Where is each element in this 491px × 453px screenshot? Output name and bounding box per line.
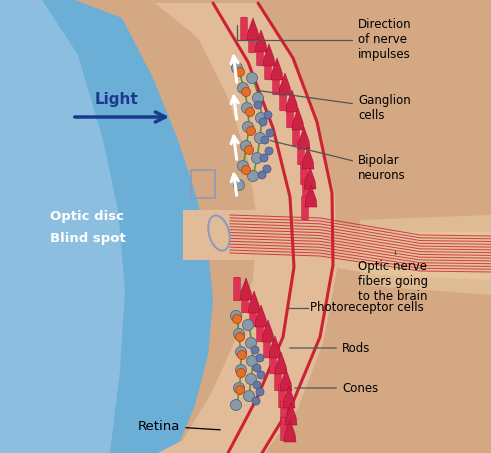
Polygon shape xyxy=(286,90,298,112)
FancyBboxPatch shape xyxy=(293,122,300,146)
Circle shape xyxy=(231,63,243,73)
Circle shape xyxy=(266,129,274,137)
Circle shape xyxy=(246,337,256,348)
FancyBboxPatch shape xyxy=(301,196,308,220)
Text: Direction
of nerve
impulses: Direction of nerve impulses xyxy=(237,18,411,61)
Circle shape xyxy=(243,121,253,132)
FancyBboxPatch shape xyxy=(280,87,286,111)
FancyBboxPatch shape xyxy=(249,29,255,53)
Polygon shape xyxy=(155,3,337,453)
FancyBboxPatch shape xyxy=(273,71,279,95)
Circle shape xyxy=(261,136,269,144)
Circle shape xyxy=(255,112,267,124)
Circle shape xyxy=(244,390,254,401)
FancyBboxPatch shape xyxy=(300,161,307,185)
Circle shape xyxy=(246,72,257,83)
Polygon shape xyxy=(269,336,281,358)
Circle shape xyxy=(242,102,252,114)
Circle shape xyxy=(263,165,271,173)
FancyBboxPatch shape xyxy=(234,277,240,301)
FancyBboxPatch shape xyxy=(257,318,263,342)
Circle shape xyxy=(243,319,253,331)
Circle shape xyxy=(234,328,245,339)
Text: Optic disc: Optic disc xyxy=(50,210,124,223)
Polygon shape xyxy=(280,369,292,391)
Circle shape xyxy=(236,365,246,376)
Polygon shape xyxy=(305,185,317,207)
Polygon shape xyxy=(284,420,296,442)
FancyBboxPatch shape xyxy=(302,179,309,203)
Polygon shape xyxy=(279,73,291,95)
Circle shape xyxy=(246,126,255,135)
Text: Photoreceptor cells: Photoreceptor cells xyxy=(310,302,424,314)
Circle shape xyxy=(241,140,251,151)
Circle shape xyxy=(265,147,273,155)
Circle shape xyxy=(251,153,263,164)
FancyBboxPatch shape xyxy=(270,350,276,374)
Circle shape xyxy=(242,165,250,174)
Text: Light: Light xyxy=(95,92,139,107)
Polygon shape xyxy=(360,215,491,295)
FancyBboxPatch shape xyxy=(241,17,247,41)
FancyBboxPatch shape xyxy=(242,289,248,313)
Circle shape xyxy=(236,333,245,342)
Polygon shape xyxy=(240,278,252,300)
Polygon shape xyxy=(0,0,213,453)
FancyBboxPatch shape xyxy=(281,417,287,441)
Circle shape xyxy=(252,92,264,103)
Circle shape xyxy=(253,381,261,389)
Circle shape xyxy=(230,310,242,322)
Text: Ganglion
cells: Ganglion cells xyxy=(257,91,411,122)
Circle shape xyxy=(253,364,261,372)
Circle shape xyxy=(246,356,257,366)
Polygon shape xyxy=(263,44,275,66)
Text: Optic nerve
fibers going
to the brain: Optic nerve fibers going to the brain xyxy=(358,251,428,303)
Text: Bipolar
neurons: Bipolar neurons xyxy=(271,141,406,182)
Circle shape xyxy=(246,107,254,116)
FancyBboxPatch shape xyxy=(264,334,271,358)
Circle shape xyxy=(257,371,265,379)
Circle shape xyxy=(233,314,242,323)
Circle shape xyxy=(260,154,268,162)
Text: Retina: Retina xyxy=(138,419,220,433)
Circle shape xyxy=(252,397,260,405)
Circle shape xyxy=(238,160,248,172)
Polygon shape xyxy=(262,320,274,342)
FancyBboxPatch shape xyxy=(250,303,256,327)
Polygon shape xyxy=(285,403,297,425)
Circle shape xyxy=(238,82,248,93)
Polygon shape xyxy=(292,108,304,130)
FancyBboxPatch shape xyxy=(287,104,293,128)
Circle shape xyxy=(238,351,246,360)
Polygon shape xyxy=(255,30,267,52)
Circle shape xyxy=(254,132,266,144)
Circle shape xyxy=(256,354,264,362)
FancyBboxPatch shape xyxy=(274,367,281,391)
Circle shape xyxy=(237,368,246,377)
Circle shape xyxy=(258,171,266,179)
Text: Blind spot: Blind spot xyxy=(50,232,126,245)
Polygon shape xyxy=(271,58,283,80)
Circle shape xyxy=(236,347,246,357)
Circle shape xyxy=(264,111,272,119)
Circle shape xyxy=(242,87,250,96)
Circle shape xyxy=(230,400,242,410)
Bar xyxy=(191,170,215,198)
FancyBboxPatch shape xyxy=(298,141,304,165)
FancyBboxPatch shape xyxy=(279,384,285,408)
FancyBboxPatch shape xyxy=(257,42,263,66)
Polygon shape xyxy=(255,305,267,327)
Circle shape xyxy=(256,388,264,396)
Polygon shape xyxy=(248,291,260,313)
Text: Cones: Cones xyxy=(295,381,378,395)
Polygon shape xyxy=(183,210,491,280)
Text: Rods: Rods xyxy=(290,342,370,355)
Circle shape xyxy=(234,179,245,191)
FancyBboxPatch shape xyxy=(281,401,287,425)
Polygon shape xyxy=(298,127,310,149)
Polygon shape xyxy=(283,386,295,408)
Circle shape xyxy=(236,67,245,77)
Circle shape xyxy=(251,346,259,354)
Circle shape xyxy=(247,170,258,182)
